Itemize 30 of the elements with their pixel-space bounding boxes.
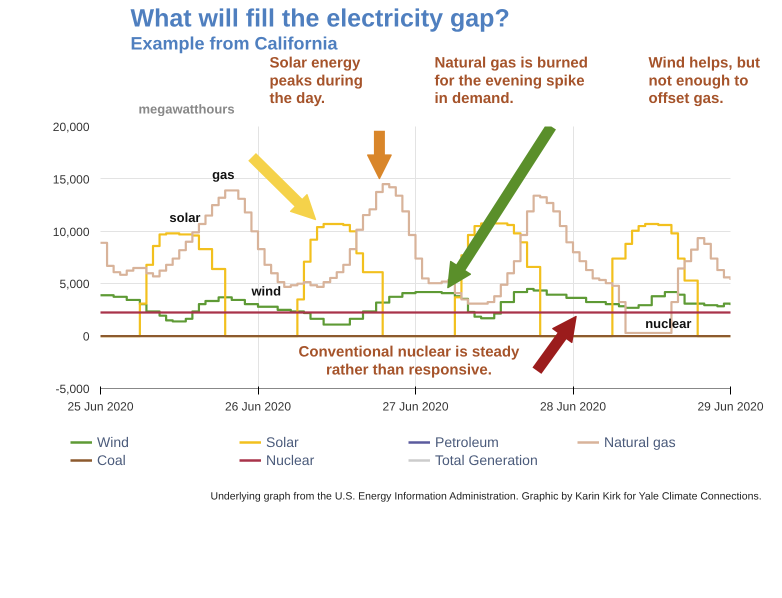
- text: Solar energy peaks during the day.: [270, 54, 363, 108]
- x-tick-label: 27 Jun 2020: [382, 400, 449, 414]
- annotation: nuclear: [645, 316, 692, 332]
- legend-label: Total Generation: [435, 452, 539, 468]
- x-tick-label: 25 Jun 2020: [67, 400, 134, 414]
- y-tick-label: 20,000: [52, 120, 90, 134]
- legend-label: Wind: [97, 434, 130, 450]
- legend-label: Coal: [97, 452, 127, 468]
- chart-title: What will fill the electricity gap?: [130, 4, 510, 32]
- annotation: solar: [169, 210, 200, 226]
- text: Underlying graph from the U.S. Energy Information Administration. Graphic by Karin Kirk for Yale Climate Connections.: [210, 490, 762, 502]
- legend-label: Natural gas: [604, 434, 677, 450]
- x-tick-label: 26 Jun 2020: [224, 400, 292, 414]
- chart-subtitle: Example from California: [130, 34, 339, 54]
- y-tick-label: 5,000: [59, 277, 90, 292]
- y-tick-label: 15,000: [52, 172, 90, 186]
- annotation: gas: [212, 167, 234, 182]
- x-tick-label: 29 Jun 2020: [697, 400, 764, 414]
- annotation: Conventional nuclear is steady rather than responsive.: [298, 343, 520, 378]
- y-tick-label: 0: [82, 330, 90, 344]
- x-tick-label: 28 Jun 2020: [540, 400, 606, 414]
- legend-label: Petroleum: [435, 434, 500, 450]
- y-tick-label: 10,000: [52, 224, 90, 239]
- text: Wind helps, but not enough to offset gas.: [648, 54, 760, 108]
- y-tick-label: -5,000: [55, 382, 90, 396]
- annotation: wind: [250, 283, 282, 298]
- legend-label: Nuclear: [266, 452, 316, 468]
- legend-label: Solar: [266, 434, 300, 450]
- y-axis-title: megawatthours: [138, 102, 235, 116]
- text: Natural gas is burned for the evening spike in demand.: [434, 54, 588, 108]
